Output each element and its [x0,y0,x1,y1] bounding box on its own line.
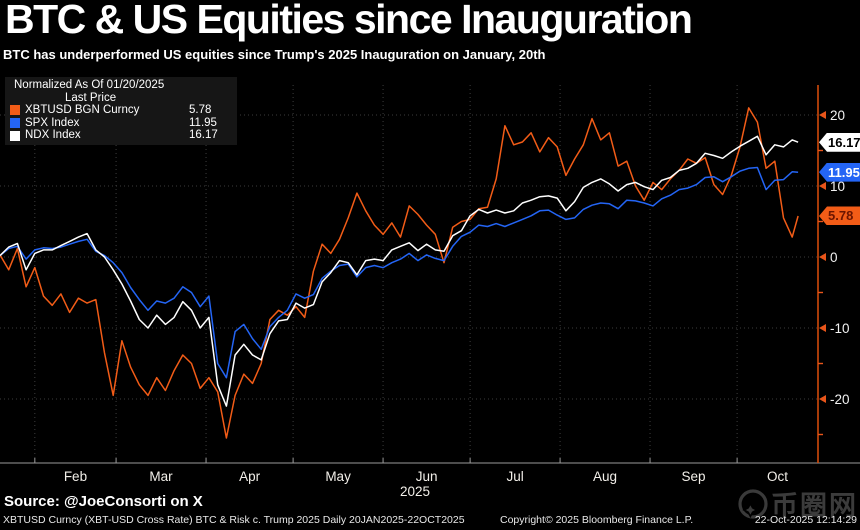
ndx-swatch-icon [10,130,20,141]
last-price-tag-ndx: 16.17 [819,132,860,152]
legend-normalized-label: Normalized As Of 01/20/2025 [14,79,165,91]
footer-timestamp: 22-Oct-2025 12:14:29 [754,514,857,526]
x-axis-month-label: May [325,469,351,484]
y-axis-tick-arrow [819,253,826,261]
series-line-spx [0,166,799,379]
watermark: 币圈网 [733,487,858,525]
x-axis-month-label: Sep [682,469,706,484]
y-axis-label: 10 [830,179,845,194]
y-axis-label: -20 [830,392,850,407]
series-line-xbtusd [0,107,799,439]
watermark-text: 币圈网 [771,491,858,521]
legend-series-value: 11.95 [189,116,217,129]
legend-series-name: XBTUSD BGN Curncy [25,104,140,117]
legend-panel: Normalized As Of 01/20/2025 Last Price X… [5,77,237,145]
footer-copyright: Copyright© 2025 Bloomberg Finance L.P. [500,514,694,526]
y-axis-label: 20 [830,108,845,123]
legend-series-value: 5.78 [189,104,212,117]
legend-last-price-label: Last Price [65,91,117,104]
y-axis-label: -10 [830,321,850,336]
legend-series-name: NDX Index [25,129,81,142]
legend-row-spx: SPX Index 11.95 [9,117,233,130]
spx-swatch-icon [10,118,20,129]
y-axis-tick-arrow [819,182,826,190]
legend-series-name: SPX Index [25,116,80,129]
chart-subtitle: BTC has underperformed US equities since… [3,47,546,62]
x-axis-month-label: Aug [593,469,617,484]
last-price-tag-btc: 5.78 [819,206,860,226]
legend-series-value: 16.17 [189,129,218,142]
last-price-tag-spx: 11.95 [819,162,860,182]
x-axis-month-label: Oct [767,469,788,484]
legend-row-xbtusd: XBTUSD BGN Curncy 5.78 [9,104,233,117]
page-title: BTC & US Equities since Inauguration [5,0,693,42]
footer-security-description: XBTUSD Curncy (XBT-USD Cross Rate) BTC &… [3,514,465,526]
coin-circle-logo-icon [738,489,768,519]
x-axis-year-label: 2025 [399,484,431,499]
x-axis-month-label: Apr [239,469,261,484]
y-axis-tick-arrow [819,111,826,119]
y-axis-tick-arrow [819,324,826,332]
series-line-ndx [0,135,799,407]
x-axis-month-label: Mar [149,469,173,484]
y-axis-label: 0 [830,250,838,265]
y-axis-tick-arrow [819,395,826,403]
x-axis-month-label: Jul [506,469,523,484]
source-credit: Source: @JoeConsorti on X [4,493,203,510]
x-axis-month-label: Jun [416,469,438,484]
legend-row-ndx: NDX Index 16.17 [9,129,233,142]
xbtusd-swatch-icon [10,105,20,116]
x-axis-month-label: Feb [64,469,87,484]
